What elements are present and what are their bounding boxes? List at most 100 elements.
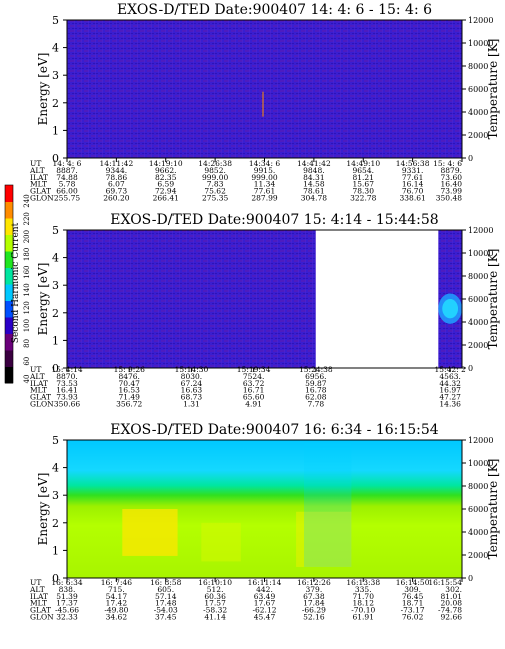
row-value: 15.67 <box>353 180 375 189</box>
row-value: 66.00 <box>56 187 78 196</box>
panel-1-title: EXOS-D/TED Date:900407 14: 4: 6 - 15: 4:… <box>117 2 432 18</box>
energy-tick-label: 4 <box>52 42 59 55</box>
panel-3: EXOS-D/TED Date:900407 16: 6:34 - 16:15:… <box>29 422 500 622</box>
row-value: 8476. <box>118 372 139 381</box>
row-value: 59.87 <box>305 379 327 388</box>
colorbar-tick-label: 240 <box>23 194 31 207</box>
row-value: 73.53 <box>56 379 78 388</box>
colorbar-tick-label: 60 <box>23 357 31 366</box>
row-value: 32.33 <box>56 613 78 622</box>
temperature-tick-label: 8000 <box>468 62 488 71</box>
colorbar-frame <box>4 184 14 384</box>
row-value: 74.88 <box>56 173 78 182</box>
energy-axis-label: Energy [eV] <box>36 263 50 336</box>
row-value: 16:12:26 <box>297 578 331 587</box>
row-value: 356.72 <box>116 400 142 409</box>
row-value: 47.27 <box>439 393 461 402</box>
row-value: 14.58 <box>303 180 325 189</box>
row-label-ilat: ILAT <box>30 379 48 388</box>
hot-region-core <box>442 299 459 319</box>
temperature-axis-label: Temperature [K] <box>486 249 500 350</box>
row-label-alt: ALT <box>29 166 45 175</box>
row-value: 34.62 <box>106 613 128 622</box>
energy-axis-label: Energy [eV] <box>36 53 50 126</box>
energy-tick-label: 0 <box>52 572 59 585</box>
row-value: 16: 6:34 <box>51 578 83 587</box>
row-value: 41.14 <box>204 613 226 622</box>
colorbar-segment <box>5 350 13 367</box>
heatmap-fill <box>67 20 462 158</box>
row-value: 266.41 <box>153 194 179 203</box>
row-value: -45.66 <box>55 606 79 615</box>
row-value: 8870. <box>56 372 77 381</box>
colorbar: 40 60 80 100 120 140 160 180 200 220 240 <box>4 184 31 384</box>
row-value: 275.35 <box>202 194 228 203</box>
temperature-tick-label: 0 <box>468 574 473 583</box>
row-label-glon: GLON <box>30 194 54 203</box>
energy-tick-label: 3 <box>52 279 59 292</box>
row-value: 338.61 <box>400 194 426 203</box>
energy-tick-label: 0 <box>52 362 59 375</box>
row-value: 4.91 <box>245 400 262 409</box>
row-value: 14:41:42 <box>297 159 331 168</box>
row-value: -62.12 <box>252 606 276 615</box>
row-value: 63.72 <box>243 379 265 388</box>
row-value: 255.75 <box>54 194 80 203</box>
row-value: 335. <box>355 585 372 594</box>
row-value: 6.59 <box>157 180 174 189</box>
row-value: 16.97 <box>439 386 461 395</box>
row-value: 9654. <box>353 166 374 175</box>
energy-tick-label: 5 <box>52 14 59 27</box>
row-value: 8879. <box>441 166 462 175</box>
hot-patch-3 <box>201 522 241 562</box>
row-value: 999.00 <box>202 173 228 182</box>
row-value: 715. <box>108 585 125 594</box>
energy-tick-label: 2 <box>52 307 59 320</box>
temperature-tick-label: 8000 <box>468 272 488 281</box>
row-label-glat: GLAT <box>30 606 51 615</box>
row-value: 65.60 <box>243 393 265 402</box>
row-value: 71.70 <box>353 592 375 601</box>
heatmap-fill <box>67 230 316 368</box>
row-value: 73.99 <box>441 187 463 196</box>
energy-tick-label: 1 <box>52 334 59 347</box>
row-value: 9915. <box>254 166 275 175</box>
panel-3-title: EXOS-D/TED Date:900407 16: 6:34 - 16:15:… <box>110 422 439 438</box>
row-value: 76.70 <box>402 187 424 196</box>
row-value: 17.57 <box>204 599 226 608</box>
energy-tick-label: 3 <box>52 69 59 82</box>
row-value: 17.48 <box>155 599 177 608</box>
energy-tick-label: 5 <box>52 434 59 447</box>
row-value: 76.45 <box>402 592 424 601</box>
panel-1: EXOS-D/TED Date:900407 14: 4: 6 - 15: 4:… <box>29 2 500 203</box>
energy-tick-label: 4 <box>52 252 59 265</box>
row-value: 9848. <box>303 166 324 175</box>
row-value: 63.49 <box>254 592 276 601</box>
temperature-tick-label: 0 <box>468 364 473 373</box>
row-value: 9344. <box>106 166 127 175</box>
row-value: 14: 4: 6 <box>53 159 82 168</box>
row-label-glon: GLON <box>30 613 54 622</box>
row-value: -70.10 <box>351 606 375 615</box>
colorbar-tick-label: 40 <box>23 375 31 384</box>
row-value: 379. <box>306 585 323 594</box>
energy-tick-label: 5 <box>52 224 59 237</box>
row-value: 18.12 <box>353 599 375 608</box>
row-value: 14:11:42 <box>100 159 134 168</box>
row-value: 72.94 <box>155 187 177 196</box>
row-value: 14:34: 6 <box>249 159 281 168</box>
row-value: 442. <box>256 585 273 594</box>
row-label-ilat: ILAT <box>30 173 48 182</box>
colorbar-tick-label: 100 <box>23 319 31 332</box>
row-value: 16:15:54 <box>428 578 462 587</box>
colorbar-segment <box>5 185 13 202</box>
row-value: -73.17 <box>401 606 425 615</box>
colorbar-tick-label: 200 <box>23 230 31 243</box>
row-value: 304.78 <box>301 194 327 203</box>
row-label-ut: UT <box>30 578 41 587</box>
row-value: -58.32 <box>203 606 227 615</box>
row-value: 16.14 <box>402 180 424 189</box>
row-value: 84.31 <box>303 173 324 182</box>
row-value: 61.91 <box>353 613 374 622</box>
row-value: 76.02 <box>402 613 424 622</box>
